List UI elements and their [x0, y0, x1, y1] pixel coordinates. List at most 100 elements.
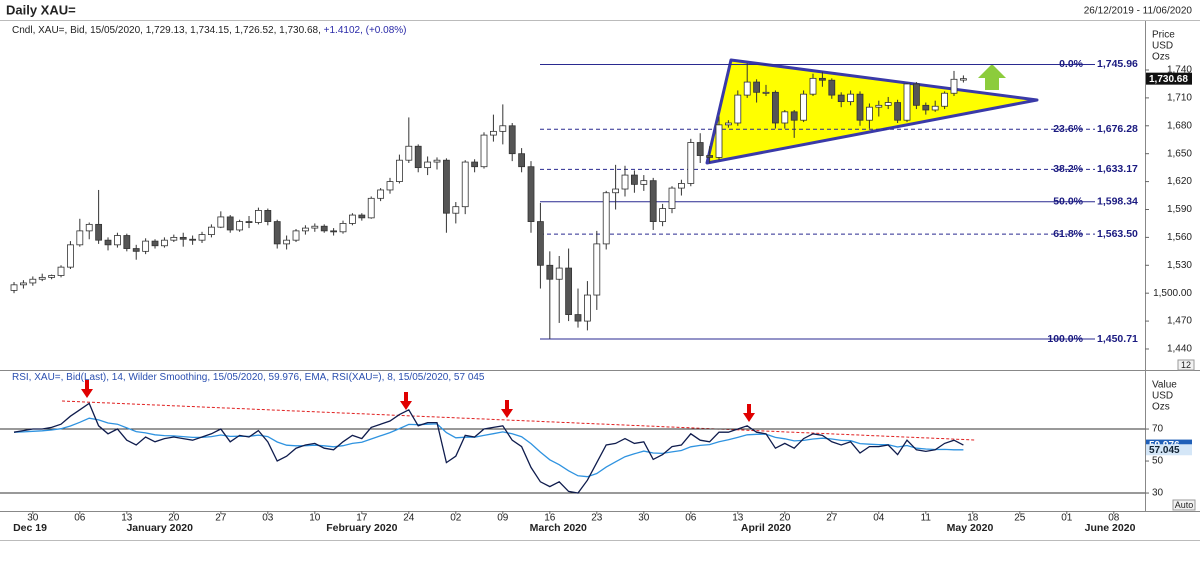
candle-body — [424, 161, 432, 169]
candle-body — [527, 166, 535, 222]
candle-body — [179, 236, 187, 240]
y-tick-label: 50 — [1152, 456, 1164, 467]
candle-body — [95, 223, 103, 241]
candle-body — [518, 153, 526, 168]
candle-body — [386, 181, 394, 191]
x-tick-label: 20 — [168, 513, 180, 524]
legend-series: RSI — [12, 372, 29, 383]
x-tick-label: 04 — [873, 513, 885, 524]
candle-body — [452, 206, 460, 214]
legend-text: Cndl, XAU=, Bid, 15/05/2020, 1,729.13, 1… — [12, 25, 321, 36]
x-tick-label: 13 — [732, 513, 744, 524]
candle-body — [959, 78, 967, 81]
candle-body — [950, 78, 958, 94]
candle-body — [941, 92, 948, 107]
candle-body — [358, 214, 366, 219]
red-arrow — [743, 404, 755, 422]
candle-body — [621, 174, 629, 190]
candle-body — [574, 314, 582, 322]
legend-text: , RSI(XAU=), 8, 15/05/2020, 57 045 — [326, 372, 485, 383]
x-tick-label: 30 — [27, 513, 39, 524]
y-tick-label: 1,500.00 — [1153, 288, 1192, 299]
y-tick-label: 1,710 — [1167, 93, 1192, 104]
candle-body — [790, 111, 798, 121]
x-tick-label: 06 — [74, 513, 86, 524]
candle-body — [922, 104, 930, 111]
auto-button[interactable] — [1172, 499, 1196, 511]
candle-body — [593, 243, 601, 296]
candle-body — [29, 278, 37, 284]
candle-body — [781, 111, 789, 124]
y-tick-label: 1,560 — [1167, 232, 1192, 243]
candle-body — [856, 93, 864, 121]
candle-body — [461, 161, 469, 208]
candle-body — [264, 210, 272, 222]
candle-body — [800, 93, 808, 121]
candle-body — [339, 223, 347, 233]
value-box-label: 57.045 — [1149, 445, 1180, 456]
month-label: Dec 19 — [13, 522, 47, 534]
candle-body — [772, 91, 779, 124]
candle-body — [396, 159, 403, 182]
x-tick-label: 10 — [309, 513, 321, 524]
y-tick-label: 1,470 — [1167, 316, 1192, 327]
value-box — [1146, 444, 1192, 456]
candle-body — [602, 192, 610, 245]
month-label: April 2020 — [741, 522, 791, 534]
candle-body — [226, 216, 234, 231]
candle-body — [123, 235, 131, 249]
candle-body — [57, 266, 65, 276]
x-tick-label: 13 — [121, 513, 133, 524]
candle-body — [132, 248, 140, 252]
red-arrow — [501, 400, 513, 418]
month-label: June 2020 — [1085, 522, 1136, 534]
y-tick-label: 1,530 — [1167, 260, 1192, 271]
fib-price: 1,676.28 — [1097, 123, 1138, 135]
fib-percent: 50.0% — [1053, 196, 1083, 208]
candle-body — [443, 159, 450, 214]
axis-label: Ozs — [1152, 52, 1170, 63]
candle-body — [640, 180, 648, 185]
candle-body — [659, 208, 667, 222]
candle-body — [471, 161, 479, 168]
candle-body — [762, 91, 770, 94]
scale-box[interactable] — [1177, 359, 1195, 371]
candle-body — [480, 134, 488, 168]
candle-body — [847, 93, 855, 103]
candle-body — [612, 188, 620, 194]
y-tick-label: 70 — [1152, 424, 1164, 435]
candle-body — [10, 284, 18, 291]
x-tick-label: 27 — [826, 513, 838, 524]
fib-price: 1,563.50 — [1097, 228, 1138, 240]
candle-body — [38, 276, 46, 280]
x-tick-label: 17 — [356, 513, 368, 524]
x-tick-label: 06 — [685, 513, 697, 524]
candle-body — [255, 210, 262, 223]
candle-body — [565, 267, 573, 315]
series-line — [13, 402, 964, 494]
candle-body — [367, 197, 375, 219]
x-tick-label: 24 — [403, 513, 415, 524]
y-tick-label: 1,440 — [1167, 344, 1192, 355]
y-tick-label: 1,620 — [1167, 176, 1192, 187]
legend-change: +1.4102, (+0.08%) — [324, 25, 407, 36]
candle-body — [292, 230, 300, 241]
candle-body — [678, 183, 685, 189]
y-tick-label: 1,590 — [1167, 204, 1192, 215]
candle-body — [48, 275, 56, 278]
candle-body — [555, 267, 563, 280]
legend-series: EMA — [305, 372, 327, 383]
month-label: March 2020 — [530, 522, 587, 534]
y-tick-label: 1,680 — [1167, 120, 1192, 131]
candle-body — [311, 225, 319, 229]
legend-text: , XAU=, Bid(Last), 14, Wilder Smoothing,… — [29, 372, 305, 383]
candle-body — [208, 226, 215, 235]
candle-body — [903, 83, 911, 121]
candle-body — [217, 216, 225, 228]
candle-body — [809, 77, 817, 95]
candle-body — [912, 83, 920, 106]
candle-body — [114, 235, 121, 246]
fib-percent: 23.6% — [1053, 123, 1083, 135]
